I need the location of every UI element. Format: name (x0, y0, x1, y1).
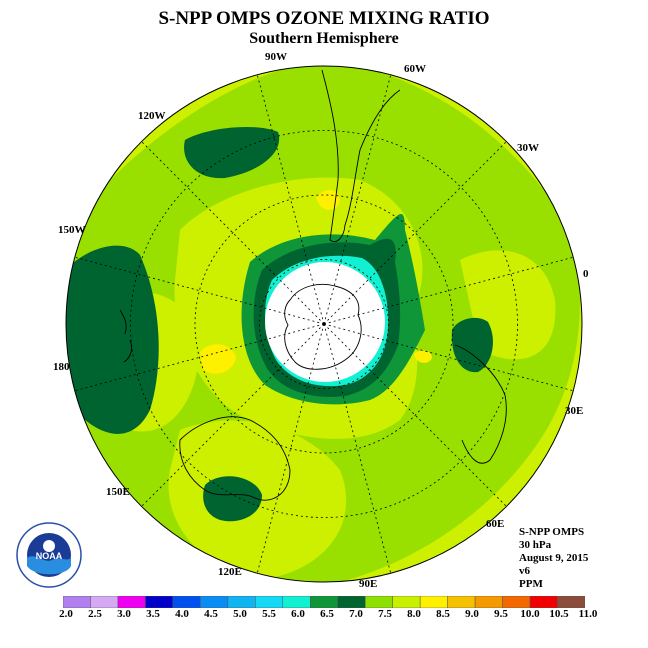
meridian-line (256, 72, 325, 325)
noaa-logo: NOAA (16, 522, 82, 588)
colorbar-segment (447, 596, 476, 608)
map-border (65, 65, 583, 583)
info-instrument: S-NPP OMPS (519, 526, 585, 538)
colorbar-segment (117, 596, 146, 608)
colorbar-tick-label: 3.5 (146, 608, 160, 620)
lon-label-30w: 30W (517, 142, 539, 154)
contour-6-5-atlantic (451, 317, 493, 373)
colorbar-tick-label: 2.5 (88, 608, 102, 620)
colorbar-segment (310, 596, 338, 608)
pole-marker (322, 322, 326, 326)
colorbar-tick-label: 6.5 (320, 608, 334, 620)
info-date: August 9, 2015 (519, 552, 589, 564)
lon-label-60e: 60E (486, 518, 505, 530)
colorbar-segment (90, 596, 119, 608)
coast-south-america (321, 69, 401, 243)
lon-label-60w: 60W (404, 63, 426, 75)
colorbar-segment (557, 596, 585, 608)
colorbar-tick-label: 3.0 (117, 608, 131, 620)
colorbar-segment (227, 596, 256, 608)
colorbar-segment (255, 596, 284, 608)
chart-subtitle: Southern Hemisphere (249, 30, 399, 47)
colorbar-segment (474, 596, 503, 608)
colorbar-tick-label: 5.0 (233, 608, 247, 620)
lon-label-30e: 30E (565, 405, 584, 417)
lon-label-150w: 150W (58, 224, 86, 236)
colorbar-tick-label: 6.0 (291, 608, 305, 620)
meridian-line (256, 323, 325, 576)
colorbar-tick-label: 10.0 (520, 608, 540, 620)
info-pressure: 30 hPa (519, 539, 552, 551)
colorbar-segment (145, 596, 174, 608)
info-version: v6 (519, 565, 530, 577)
contour-6-5-pacific-west (66, 245, 159, 434)
colorbar-tick-label: 10.5 (549, 608, 569, 620)
colorbar-segment (63, 596, 91, 608)
colorbar-tick-label: 2.0 (59, 608, 73, 620)
colorbar-segment (364, 596, 393, 608)
colorbar-segment (502, 596, 531, 608)
colorbar-tick-label: 8.5 (436, 608, 450, 620)
colorbar (63, 596, 585, 608)
coast-newzealand (119, 309, 133, 363)
colorbar-segment (529, 596, 558, 608)
colorbar-tick-label: 7.5 (378, 608, 392, 620)
meridian-line (72, 323, 325, 392)
coast-antarctica (284, 283, 362, 370)
meridian-line (323, 323, 392, 576)
info-unit: PPM (519, 578, 543, 590)
contour-8-5-c (414, 350, 432, 363)
contour-6-5-pacific-north (184, 126, 280, 179)
colorbar-segment (172, 596, 201, 608)
colorbar-tick-label: 7.0 (349, 608, 363, 620)
contour-6-5-indian (203, 476, 262, 522)
contour-8-5-b (200, 344, 236, 374)
meridian-line (323, 139, 509, 325)
colorbar-tick-label: 5.5 (262, 608, 276, 620)
colorbar-segment (419, 596, 448, 608)
colorbar-tick-label: 4.5 (204, 608, 218, 620)
meridian-line (323, 323, 576, 392)
chart-title: S-NPP OMPS OZONE MIXING RATIO (158, 8, 490, 29)
meridian-line (139, 323, 325, 509)
meridian-line (72, 256, 325, 325)
colorbar-segment (200, 596, 229, 608)
polar-no-data-cap (265, 262, 385, 382)
noaa-logo-text: NOAA (36, 551, 63, 561)
meridian-line (323, 72, 392, 325)
meridian-line (139, 139, 325, 325)
colorbar-segment (282, 596, 311, 608)
lon-label-90w: 90W (265, 51, 287, 63)
colorbar-tick-label: 9.0 (465, 608, 479, 620)
lon-label-120e: 120E (218, 566, 242, 578)
colorbar-segment (392, 596, 421, 608)
colorbar-tick-label: 8.0 (407, 608, 421, 620)
info-block: S-NPP OMPS 30 hPa August 9, 2015 v6 PPM (519, 526, 588, 591)
meridian-line (323, 323, 509, 509)
colorbar-segment (337, 596, 366, 608)
lon-label-120w: 120W (138, 110, 166, 122)
colorbar-tick-label: 4.0 (175, 608, 189, 620)
lon-label-90e: 90E (359, 578, 378, 590)
lon-label-0: 0 (583, 268, 589, 280)
coast-africa (454, 344, 507, 464)
coast-australia (179, 416, 291, 501)
lon-label-150e: 150E (106, 486, 130, 498)
lon-label-180: 180 (53, 361, 70, 373)
colorbar-tick-label: 9.5 (494, 608, 508, 620)
meridian-line (323, 256, 576, 325)
colorbar-tick-label: 11.0 (578, 608, 598, 620)
